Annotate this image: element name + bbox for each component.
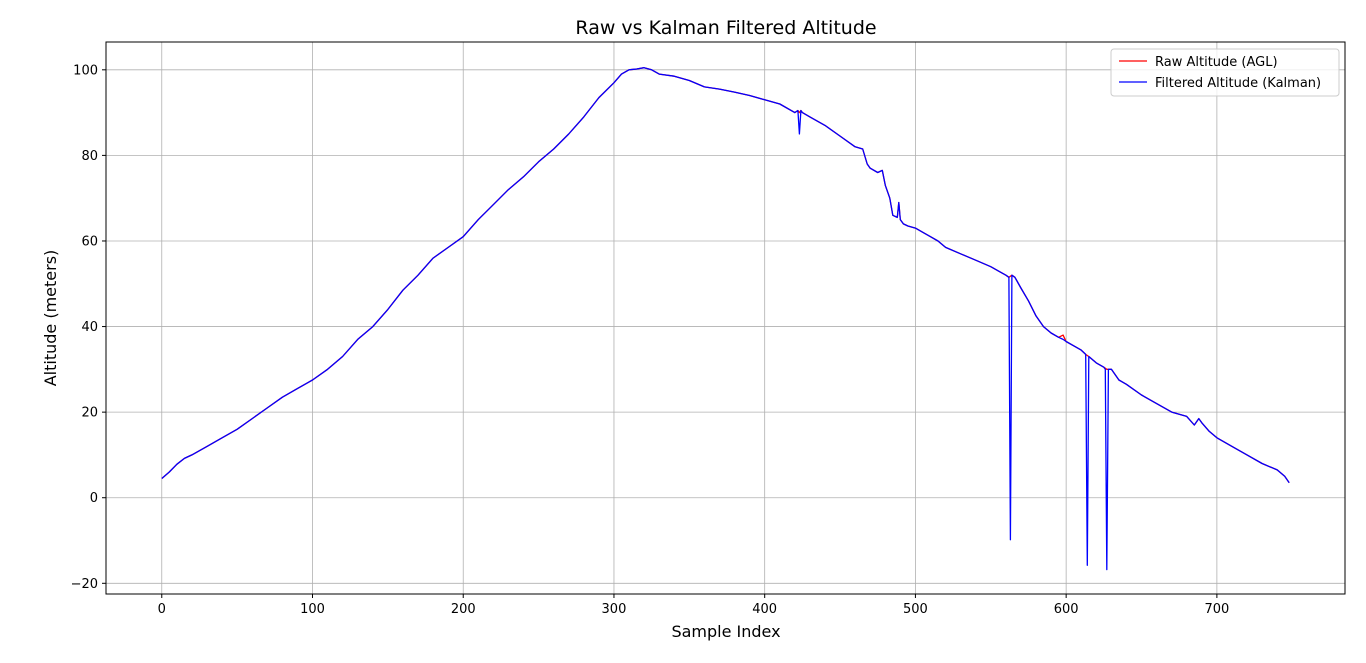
x-tick-label: 500	[903, 602, 928, 617]
x-tick-label: 400	[752, 602, 777, 617]
y-axis-ticks: −20 0 20 40 60 80 100	[71, 63, 106, 592]
x-axis-label: Sample Index	[671, 622, 780, 641]
chart-title: Raw vs Kalman Filtered Altitude	[575, 17, 876, 39]
x-axis-ticks: 0 100 200 300 400 500 600 700	[158, 594, 1229, 617]
legend: Raw Altitude (AGL) Filtered Altitude (Ka…	[1110, 48, 1340, 97]
legend-box	[1110, 48, 1340, 97]
x-tick-label: 0	[158, 602, 166, 617]
grid-lines	[106, 42, 1345, 594]
x-tick-label: 700	[1204, 602, 1229, 617]
y-tick-label: 60	[81, 234, 98, 249]
x-tick-label: 100	[300, 602, 325, 617]
legend-label-filtered: Filtered Altitude (Kalman)	[1155, 76, 1321, 91]
plot-series	[161, 67, 1290, 571]
y-tick-label: 0	[90, 491, 98, 506]
y-tick-label: 40	[81, 320, 98, 335]
y-tick-label: 80	[81, 149, 98, 164]
y-tick-label: 20	[81, 406, 98, 421]
plot-frame	[105, 41, 1346, 595]
x-tick-label: 300	[602, 602, 627, 617]
raw-altitude-line	[161, 67, 1290, 484]
x-tick-label: 200	[451, 602, 476, 617]
x-tick-label: 600	[1054, 602, 1079, 617]
filtered-altitude-line	[161, 67, 1290, 571]
y-tick-label: 100	[73, 63, 98, 78]
y-axis-label: Altitude (meters)	[41, 250, 60, 387]
legend-label-raw: Raw Altitude (AGL)	[1155, 55, 1278, 70]
y-tick-label: −20	[71, 577, 98, 592]
